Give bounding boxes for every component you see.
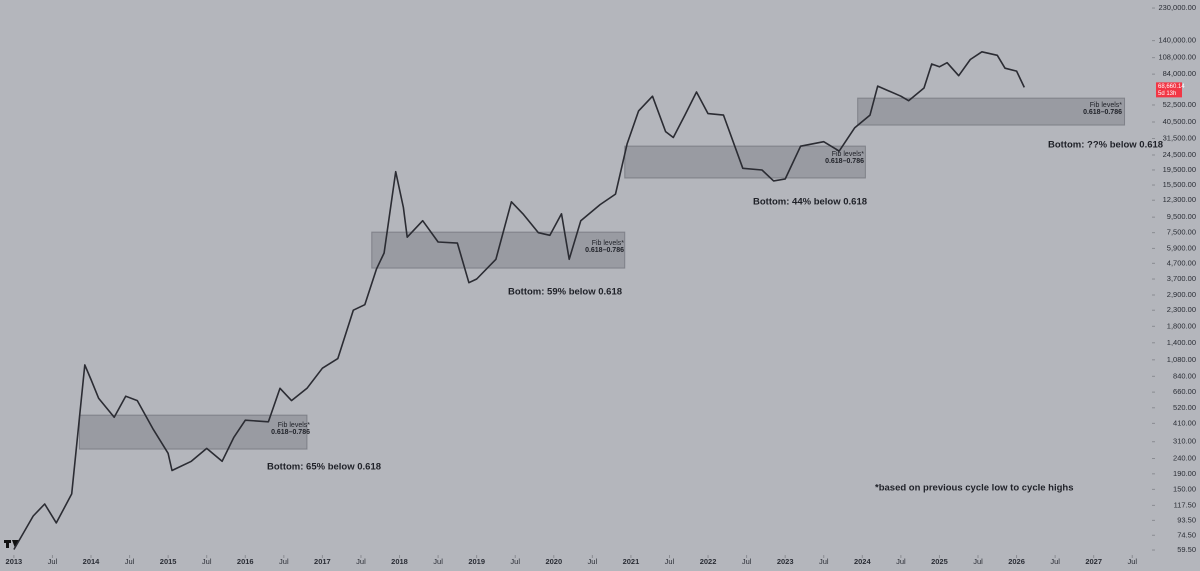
- fib-label: Fib levels*: [592, 240, 625, 247]
- x-tick-label: 2027: [1085, 557, 1102, 566]
- x-tick-label: 2016: [237, 557, 254, 566]
- fib-label: Fib levels*: [278, 422, 311, 429]
- x-tick-label: Jul: [1050, 557, 1060, 566]
- y-tick-label: 3,700.00: [1167, 274, 1196, 283]
- fib-zone: [624, 145, 866, 179]
- x-tick-label: 2020: [545, 557, 562, 566]
- y-tick-label: 15,500.00: [1163, 180, 1196, 189]
- x-tick-label: Jul: [896, 557, 906, 566]
- annotation: *based on previous cycle low to cycle hi…: [875, 483, 1074, 494]
- y-tick-label: 7,500.00: [1167, 228, 1196, 237]
- y-tick-label: 1,400.00: [1167, 338, 1196, 347]
- y-tick-label: 660.00: [1173, 387, 1196, 396]
- y-tick-label: 310.00: [1173, 437, 1196, 446]
- x-tick-label: 2025: [931, 557, 948, 566]
- annotation: Bottom: 59% below 0.618: [508, 287, 622, 298]
- x-tick-label: 2026: [1008, 557, 1025, 566]
- price-line: [13, 51, 1026, 550]
- y-tick-label: 150.00: [1173, 484, 1196, 493]
- y-tick-label: 190.00: [1173, 469, 1196, 478]
- fib-sublabel: 0.618–0.786: [825, 158, 864, 165]
- x-tick-label: Jul: [1127, 557, 1137, 566]
- y-tick-label: 59.50: [1177, 545, 1196, 554]
- fib-sublabel: 0.618–0.786: [271, 429, 310, 436]
- y-tick-label: 2,300.00: [1167, 305, 1196, 314]
- fib-sublabel: 0.618–0.786: [1083, 109, 1122, 116]
- x-tick-label: 2024: [854, 557, 872, 566]
- y-tick-label: 117.50: [1174, 500, 1196, 509]
- y-tick-label: 840.00: [1173, 371, 1196, 380]
- x-tick-label: Jul: [48, 557, 58, 566]
- x-tick-label: 2019: [468, 557, 485, 566]
- y-tick-label: 40,500.00: [1163, 117, 1196, 126]
- last-price-label: 68,660.14: [1158, 84, 1185, 90]
- x-tick-label: Jul: [279, 557, 289, 566]
- x-tick-label: Jul: [819, 557, 829, 566]
- annotation: Bottom: ??% below 0.618: [1048, 140, 1163, 151]
- x-tick-label: Jul: [125, 557, 135, 566]
- x-tick-label: Jul: [588, 557, 598, 566]
- y-tick-label: 31,500.00: [1163, 133, 1196, 142]
- x-tick-label: 2013: [6, 557, 23, 566]
- fib-label: Fib levels*: [1090, 102, 1123, 109]
- y-tick-label: 52,500.00: [1163, 100, 1196, 109]
- x-tick-label: 2015: [160, 557, 177, 566]
- fib-sublabel: 0.618–0.786: [585, 247, 624, 254]
- y-tick-label: 5,900.00: [1167, 243, 1196, 252]
- x-tick-label: 2023: [777, 557, 794, 566]
- x-tick-label: 2018: [391, 557, 408, 566]
- x-tick-label: Jul: [510, 557, 520, 566]
- x-tick-label: Jul: [665, 557, 675, 566]
- x-tick-label: 2014: [83, 557, 101, 566]
- x-tick-label: Jul: [433, 557, 443, 566]
- y-tick-label: 1,080.00: [1167, 355, 1196, 364]
- countdown: 5d 13h: [1158, 91, 1176, 97]
- x-tick-label: Jul: [356, 557, 366, 566]
- x-tick-label: 2017: [314, 557, 331, 566]
- y-tick-label: 4,700.00: [1167, 258, 1196, 267]
- annotation: Bottom: 44% below 0.618: [753, 197, 867, 208]
- fib-label: Fib levels*: [832, 151, 865, 158]
- price-label-box: [1156, 82, 1182, 98]
- y-tick-label: 9,500.00: [1167, 212, 1196, 221]
- y-tick-label: 240.00: [1173, 453, 1196, 462]
- fib-zone: [371, 231, 626, 269]
- y-tick-label: 12,300.00: [1163, 195, 1196, 204]
- x-tick-label: Jul: [202, 557, 212, 566]
- x-tick-label: 2021: [623, 557, 640, 566]
- y-tick-label: 410.00: [1173, 418, 1196, 427]
- y-tick-label: 230,000.00: [1158, 3, 1196, 12]
- y-tick-label: 520.00: [1173, 403, 1196, 412]
- y-tick-label: 1,800.00: [1167, 321, 1196, 330]
- y-tick-label: 24,500.00: [1163, 150, 1196, 159]
- tv-logo: [4, 540, 19, 548]
- y-tick-label: 108,000.00: [1158, 53, 1196, 62]
- y-tick-label: 74.50: [1177, 530, 1196, 539]
- fib-zone: [857, 97, 1126, 126]
- y-tick-label: 2,900.00: [1167, 290, 1196, 299]
- y-tick-label: 93.50: [1177, 515, 1196, 524]
- x-tick-label: 2022: [700, 557, 717, 566]
- y-tick-label: 19,500.00: [1163, 165, 1196, 174]
- x-tick-label: Jul: [973, 557, 983, 566]
- y-tick-label: 140,000.00: [1158, 36, 1196, 45]
- y-tick-label: 84,000.00: [1163, 69, 1196, 78]
- annotation: Bottom: 65% below 0.618: [267, 462, 381, 473]
- x-tick-label: Jul: [742, 557, 752, 566]
